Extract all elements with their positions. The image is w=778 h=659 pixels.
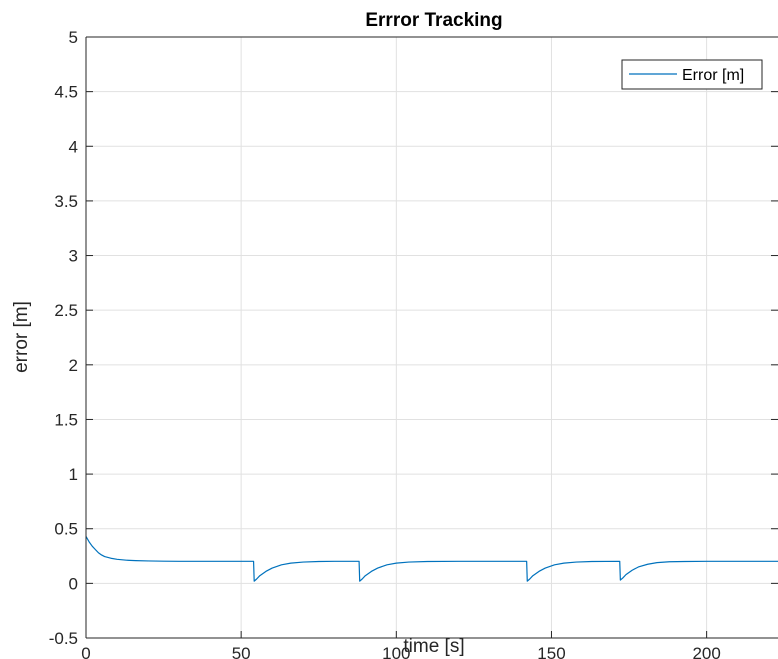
y-tick-label: 3 [69, 247, 78, 266]
y-tick-label: 4 [69, 137, 78, 156]
y-tick-label: 3.5 [54, 192, 78, 211]
x-tick-label: 150 [537, 644, 565, 659]
y-tick-label: 2 [69, 356, 78, 375]
x-tick-label: 0 [81, 644, 90, 659]
series-line-error [85, 536, 778, 582]
legend: Error [m] [621, 59, 763, 90]
y-tick-label: 0 [69, 574, 78, 593]
x-tick-label: 200 [692, 644, 720, 659]
grid-layer [85, 36, 778, 639]
y-ticks: -0.5 0 0.5 1 1.5 2 2.5 3 3.5 4 4.5 5 [49, 28, 778, 648]
x-ticks: 0 50 100 150 200 [81, 631, 721, 659]
y-tick-label: 5 [69, 28, 78, 47]
x-tick-label: 100 [382, 644, 410, 659]
x-tick-label: 50 [232, 644, 251, 659]
y-tick-label: 4.5 [54, 83, 78, 102]
y-tick-label: -0.5 [49, 629, 78, 648]
y-axis-label: error [m] [11, 301, 32, 373]
y-tick-label: 2.5 [54, 301, 78, 320]
x-axis-label: time [s] [403, 636, 464, 657]
legend-entry-error: Error [m] [682, 67, 744, 84]
chart-title: Errror Tracking [365, 10, 502, 31]
plot-area [86, 37, 778, 638]
series-layer [85, 536, 778, 582]
y-tick-label: 1 [69, 465, 78, 484]
y-tick-label: 1.5 [54, 410, 78, 429]
axes-layer [85, 36, 778, 639]
y-tick-label: 0.5 [54, 520, 78, 539]
